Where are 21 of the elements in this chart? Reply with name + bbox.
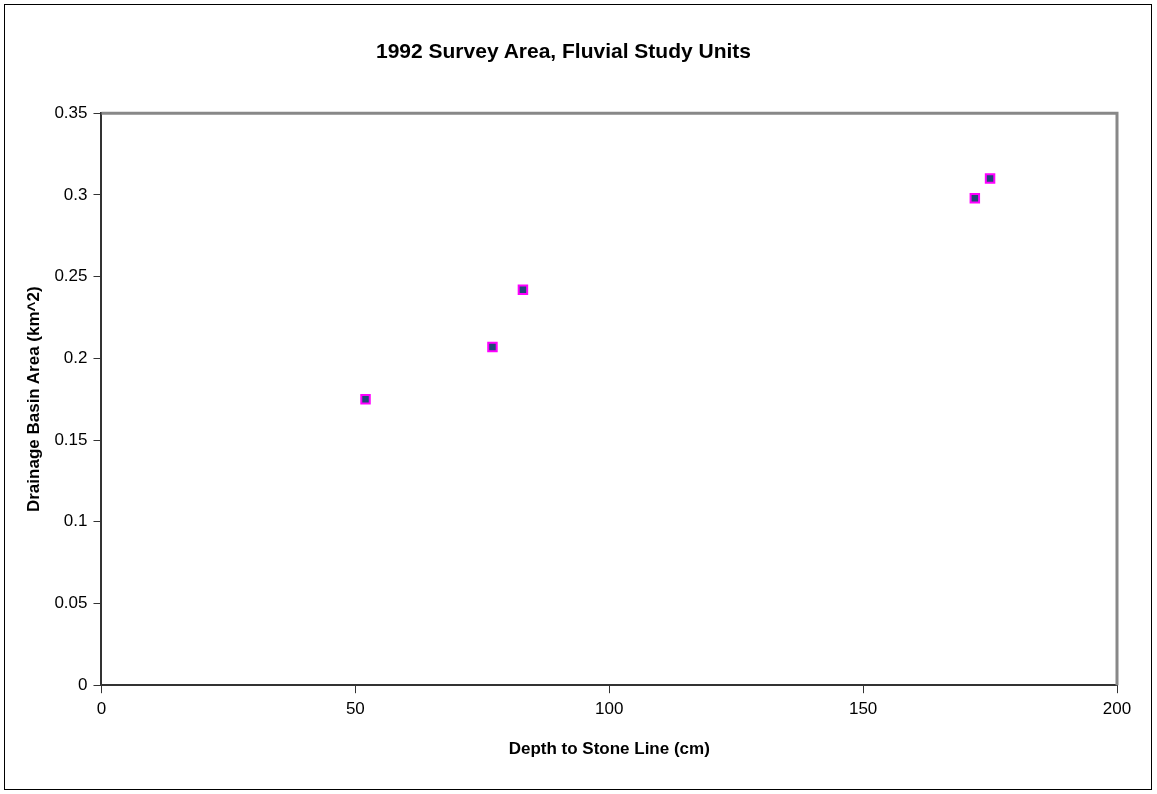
y-tick-label: 0.05 (54, 593, 88, 613)
point (487, 341, 498, 353)
chart-title: 1992 Survey Area, Fluvial Study Units (375, 39, 752, 63)
y-tick-label: 0 (78, 674, 88, 694)
y-axis-title: Drainage Basin Area (km^2) (23, 286, 43, 513)
y-tick-label: 0.3 (63, 184, 88, 204)
y-tick-label: 0.2 (63, 348, 88, 368)
x-tick-label: 50 (345, 699, 365, 719)
point (360, 393, 371, 405)
x-tick-label: 150 (848, 699, 878, 719)
y-tick-label: 0.25 (54, 266, 88, 286)
point (517, 284, 529, 295)
x-axis-title: Depth to Stone Line (cm) (508, 739, 710, 759)
y-tick-label: 0.15 (54, 429, 88, 449)
point (969, 192, 981, 204)
x-tick-label: 100 (595, 699, 624, 719)
y-tick-label: 0.1 (63, 511, 88, 531)
y-tick-label: 0.35 (54, 102, 88, 122)
x-tick-label: 0 (96, 699, 107, 719)
x-tick-label: 200 (1102, 699, 1132, 719)
point (984, 173, 996, 184)
